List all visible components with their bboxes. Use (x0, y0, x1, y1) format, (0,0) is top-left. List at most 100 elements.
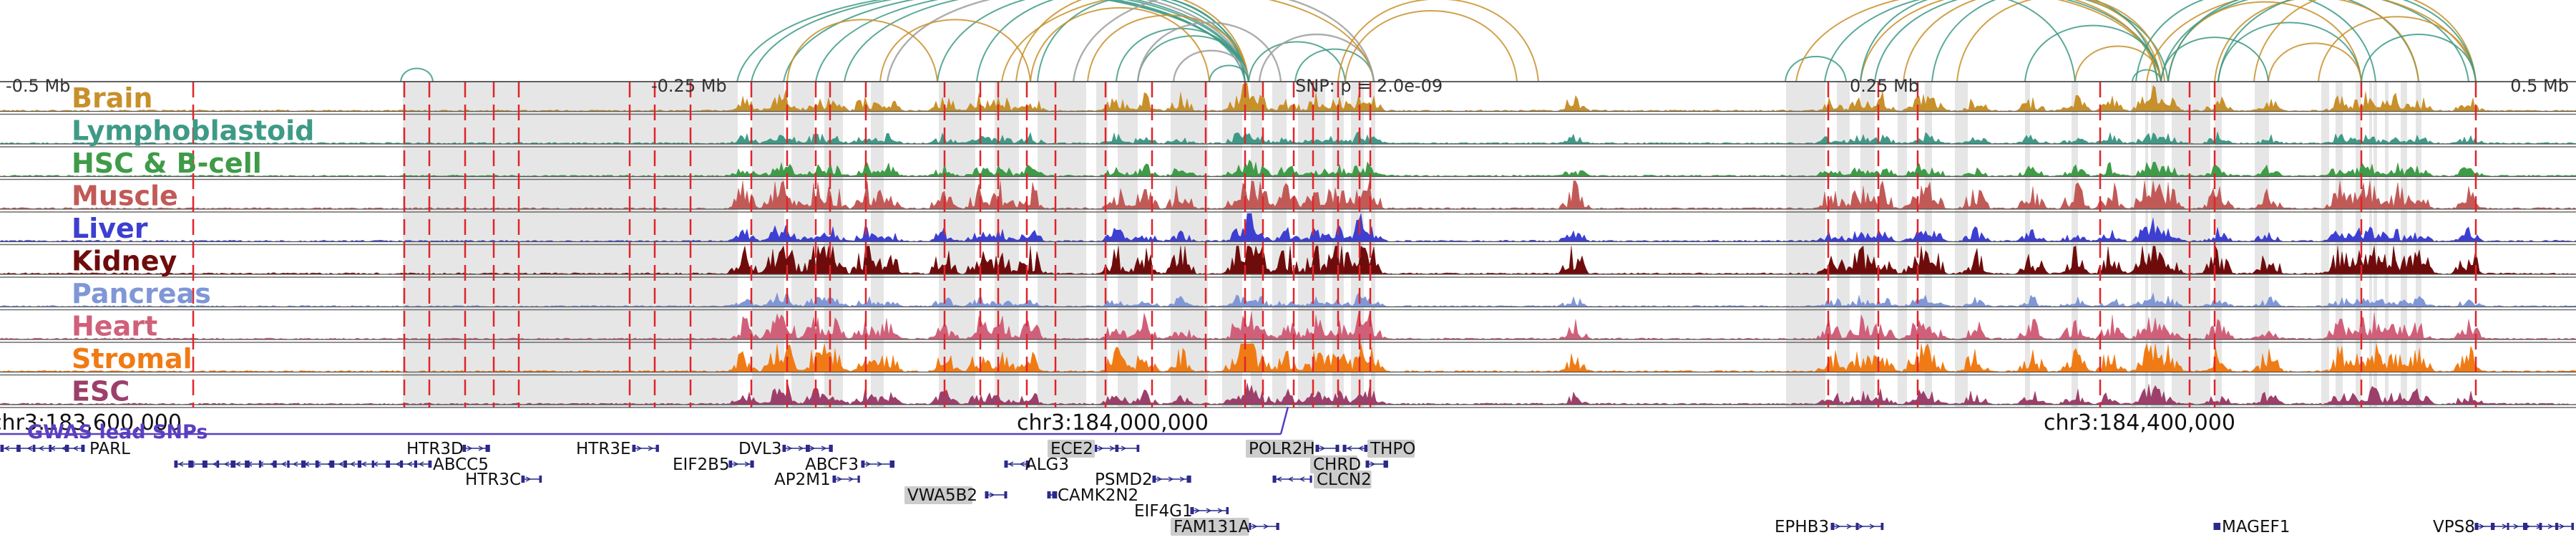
interaction-arc (2218, 21, 2362, 82)
interaction-arc (1137, 35, 1249, 82)
track-label: Lymphoblastoid (72, 115, 314, 147)
gene-clcn2[interactable]: CLCN2 (1272, 471, 1372, 489)
gene-ece2[interactable]: ECE2 (1048, 440, 1140, 458)
gene-eif2b5[interactable]: EIF2B5 (673, 455, 754, 474)
gene-psmd2[interactable]: PSMD2 (1095, 471, 1191, 489)
interaction-arc (2135, 0, 2376, 82)
interaction-arc (1087, 14, 1249, 82)
gene-parl[interactable]: PARL (0, 440, 131, 458)
gene-label: THPO (1370, 440, 1415, 458)
interaction-arc (815, 0, 1249, 82)
gene-highlight (1314, 471, 1372, 488)
track-label: Liver (72, 213, 148, 244)
gene-htr3c[interactable]: HTR3C (465, 471, 542, 489)
strand-arrow (223, 461, 230, 467)
gene-exon (782, 445, 786, 452)
snp-markers (192, 82, 2477, 408)
gene-vps8[interactable]: VPS8 (2433, 518, 2575, 536)
gene-dvl3[interactable]: DVL3 (738, 440, 833, 458)
gene-exon (521, 476, 525, 483)
strand-arrow (1346, 445, 1352, 451)
interaction-arc (1903, 0, 2162, 82)
gwas-lead-label: GWAS lead SNPs (27, 421, 208, 443)
gene-thpo[interactable]: THPO (1342, 440, 1416, 458)
strand-arrow (1835, 524, 1841, 529)
gene-exon (16, 445, 21, 452)
gene-alg3[interactable]: ALG3 (1004, 455, 1070, 474)
interaction-arc (400, 67, 434, 82)
gene-exon (1315, 445, 1319, 452)
ruler: -0.5 Mb -0.25 Mb 0.25 Mb 0.5 Mb SNP: p = 2.0… (0, 76, 2576, 96)
strand-arrow (2559, 524, 2565, 529)
gene-exon (1309, 476, 1312, 483)
gene-magef1[interactable]: MAGEF1 (2213, 518, 2290, 536)
gene-htr3e[interactable]: HTR3E (576, 440, 659, 458)
gene-abcc5[interactable]: ABCC5 (174, 455, 489, 474)
gene-label: HTR3E (576, 440, 631, 458)
gene-ephb3[interactable]: EPHB3 (1775, 518, 1884, 536)
gene-htr3d[interactable]: HTR3D (406, 440, 490, 458)
gene-highlight (1246, 440, 1314, 458)
gene-exon (1830, 523, 1835, 530)
gene-label: VPS8 (2433, 518, 2475, 536)
track-label: Heart (72, 311, 157, 342)
strand-arrow (2502, 524, 2508, 529)
gene-label: FAM131A (1174, 518, 1250, 536)
ruler-tick-label: -0.5 Mb (6, 76, 70, 96)
gene-exon (2474, 523, 2479, 530)
interaction-arc (2024, 24, 2162, 82)
interaction-arc (886, 0, 1250, 82)
strand-arrow (418, 461, 424, 467)
gene-label: PARL (89, 440, 130, 458)
snp-pvalue-label: SNP: p = 2.0e-09 (1295, 76, 1443, 96)
interaction-arc (2218, 0, 2477, 82)
interaction-arc (2074, 45, 2162, 82)
gene-camk2n2[interactable]: CAMK2N2 (1047, 486, 1139, 505)
gene-exon (2539, 523, 2542, 530)
strand-arrow (821, 445, 827, 451)
gene-label: POLR2H (1249, 440, 1315, 458)
strand-arrow (1168, 476, 1174, 482)
gene-eif4g1[interactable]: EIF4G1 (1134, 502, 1229, 521)
strand-arrow (786, 445, 793, 451)
gene-exon (857, 476, 860, 483)
gene-exon (188, 461, 194, 468)
gene-exon (174, 461, 178, 468)
gene-exon (655, 445, 659, 452)
gene-exon (1247, 523, 1252, 530)
gene-exon (2507, 523, 2509, 530)
strand-arrow (1098, 445, 1104, 451)
gene-exon (357, 461, 362, 468)
strand-arrow (467, 445, 473, 451)
interaction-arc (1172, 49, 1250, 82)
strand-arrow (26, 445, 33, 451)
gene-exon (1093, 445, 1098, 452)
strand-arrow (1217, 508, 1224, 514)
gene-highlight (1048, 440, 1095, 458)
gene-fam131a[interactable]: FAM131A (1171, 518, 1279, 536)
gene-exon (1004, 491, 1008, 498)
interaction-arc (844, 0, 1249, 82)
ruler-tick-label: 0.25 Mb (1850, 76, 1919, 96)
gene-ap2m1[interactable]: AP2M1 (774, 471, 860, 489)
gene-exon (985, 491, 989, 498)
interaction-arc (1136, 21, 1282, 82)
gene-abcf3[interactable]: ABCF3 (805, 455, 895, 474)
gene-exon (1052, 491, 1058, 498)
interaction-arc (1795, 0, 2162, 82)
interaction-arc (1956, 0, 2165, 82)
interaction-arc (1860, 0, 2158, 82)
gene-exon (632, 445, 636, 452)
gene-polr2h[interactable]: POLR2H (1246, 440, 1340, 458)
gene-exon (343, 461, 347, 468)
interaction-arc (1072, 0, 1375, 82)
strand-arrow (1008, 461, 1014, 467)
gene-exon (462, 445, 467, 452)
gene-label: ALG3 (1025, 455, 1069, 474)
gene-vwa5b2[interactable]: VWA5B2 (904, 486, 1008, 505)
gene-exon (400, 461, 404, 468)
signal-track-4 (0, 213, 2576, 242)
strand-arrow (733, 461, 739, 467)
interaction-arc (2167, 1, 2362, 82)
